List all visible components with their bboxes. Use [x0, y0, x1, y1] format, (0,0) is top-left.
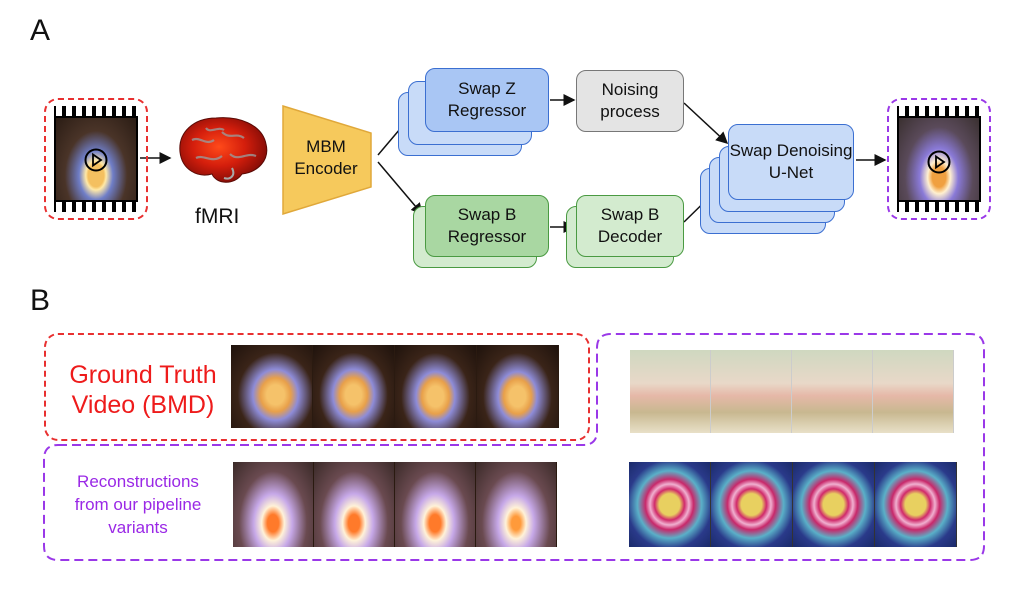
input-video-frame — [44, 98, 148, 220]
gt-frame-3 — [395, 345, 477, 428]
gt-frame-4 — [477, 345, 559, 428]
swap-b-decoder: Swap B Decoder — [576, 195, 684, 257]
reconstruction-strip-2 — [630, 350, 957, 433]
play-icon[interactable] — [84, 148, 108, 172]
recon3-frame-2 — [711, 462, 793, 547]
recon3-frame-3 — [793, 462, 875, 547]
brain-icon — [179, 117, 268, 183]
output-play-icon[interactable] — [927, 150, 951, 174]
panel-letter-a: A — [30, 14, 51, 47]
recon1-frame-3 — [395, 462, 476, 547]
output-video-frame — [887, 98, 991, 220]
mbm-encoder-shape — [282, 105, 372, 215]
panel-letter-b: B — [30, 284, 51, 317]
recon2-frame-2 — [711, 350, 792, 433]
ground-truth-label: Ground Truth Video (BMD) — [69, 361, 217, 419]
gt-frame-1 — [231, 345, 313, 428]
reconstruction-strip-3 — [629, 462, 957, 547]
swap-z-regressor: Swap Z Regressor — [425, 68, 549, 132]
mbm-encoder-label: MBM Encoder — [294, 137, 358, 178]
recon1-frame-1 — [233, 462, 314, 547]
film-strip-icon — [54, 106, 138, 212]
recon2-frame-1 — [630, 350, 711, 433]
arrow-noising-to-unet — [683, 102, 729, 145]
reconstruction-strip-1 — [233, 462, 559, 547]
arrow-encoder-to-b — [377, 161, 423, 216]
swap-denoising-unet: Swap Denoising U-Net — [728, 124, 854, 200]
gt-frame-2 — [313, 345, 395, 428]
recon2-frame-3 — [792, 350, 873, 433]
reconstructions-label: Reconstructions from our pipeline varian… — [74, 472, 202, 537]
recon1-frame-2 — [314, 462, 395, 547]
reconstruction-box — [43, 333, 985, 561]
output-film-strip-icon — [897, 106, 981, 212]
noising-process: Noising process — [576, 70, 684, 132]
ground-truth-box — [44, 333, 590, 441]
ground-truth-strip — [231, 345, 559, 428]
recon3-frame-4 — [875, 462, 957, 547]
input-frame-image — [56, 118, 136, 200]
recon2-frame-4 — [873, 350, 954, 433]
swap-b-regressor: Swap B Regressor — [425, 195, 549, 257]
recon1-frame-4 — [476, 462, 557, 547]
fmri-label: fMRI — [195, 205, 240, 228]
recon3-frame-1 — [629, 462, 711, 547]
